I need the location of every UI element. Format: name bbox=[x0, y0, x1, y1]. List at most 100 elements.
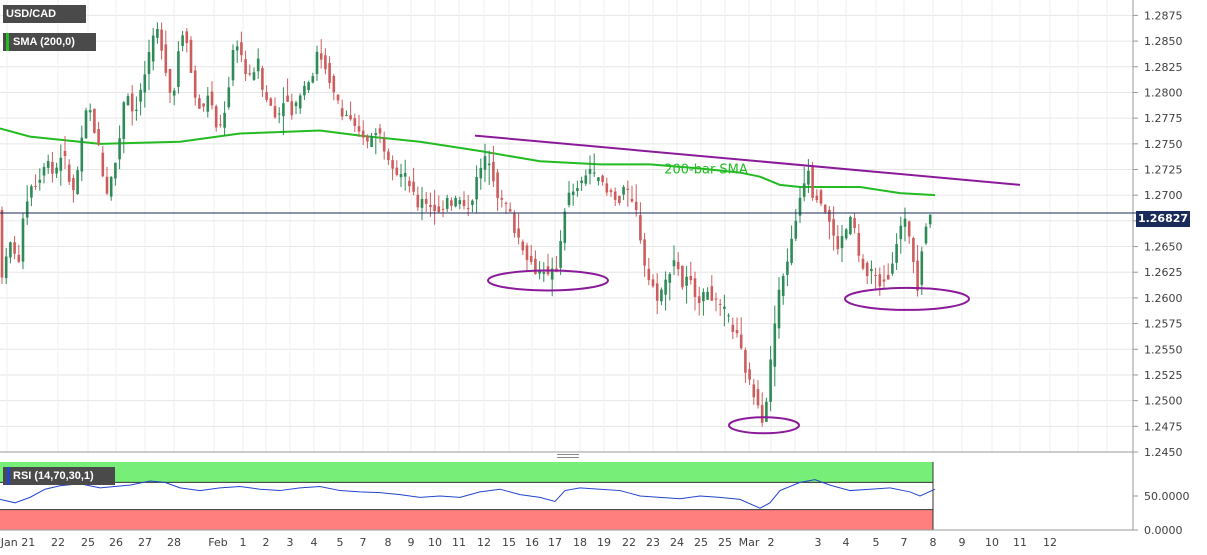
candle-body bbox=[916, 260, 919, 291]
candle-body bbox=[340, 108, 344, 117]
candle-body bbox=[240, 42, 243, 56]
candle bbox=[697, 286, 701, 316]
candle bbox=[25, 185, 29, 225]
annotations: 200-bar SMA bbox=[487, 163, 970, 435]
candle-body bbox=[483, 156, 487, 170]
candle bbox=[714, 292, 718, 312]
candle-body bbox=[655, 283, 659, 301]
candle-body bbox=[46, 161, 50, 168]
candle bbox=[30, 184, 33, 207]
candle-body bbox=[651, 279, 655, 287]
candle bbox=[395, 160, 399, 177]
candle bbox=[378, 123, 382, 143]
date-tick-label: 19 bbox=[597, 536, 611, 549]
candle-body bbox=[676, 261, 680, 270]
candle bbox=[210, 81, 214, 110]
date-tick-label: 25 bbox=[81, 536, 95, 549]
candle-body bbox=[844, 229, 848, 239]
candle bbox=[479, 158, 483, 190]
candle-body bbox=[857, 232, 861, 256]
price-tick-label: 1.2575 bbox=[1144, 318, 1183, 331]
candle bbox=[177, 41, 180, 94]
candle bbox=[672, 245, 676, 275]
candle-body bbox=[664, 279, 667, 295]
candle-body bbox=[139, 89, 142, 102]
date-tick-label: 8 bbox=[930, 536, 937, 549]
candle bbox=[651, 274, 655, 289]
candle bbox=[63, 135, 67, 169]
candle bbox=[328, 56, 331, 89]
candle-body bbox=[408, 180, 411, 187]
candle bbox=[597, 177, 600, 186]
candle bbox=[513, 210, 516, 238]
candle-body bbox=[269, 98, 273, 106]
candle bbox=[781, 273, 785, 305]
candle-body bbox=[391, 160, 394, 169]
candle-body bbox=[718, 303, 722, 305]
panel-resize-handle[interactable] bbox=[557, 453, 579, 459]
indicator-label[interactable]: SMA (200,0) bbox=[3, 33, 96, 51]
candle bbox=[412, 167, 415, 196]
candle-body bbox=[538, 269, 541, 274]
sma-200-line bbox=[0, 127, 936, 197]
date-tick-label: 26 bbox=[109, 536, 123, 549]
candle-body bbox=[689, 276, 693, 281]
candle bbox=[718, 299, 722, 317]
candle-body bbox=[634, 201, 638, 210]
candle bbox=[156, 22, 159, 44]
candle bbox=[261, 65, 264, 97]
candle-body bbox=[118, 138, 121, 160]
candle bbox=[563, 208, 567, 251]
candle-body bbox=[534, 258, 537, 274]
candle-body bbox=[17, 254, 21, 262]
candle bbox=[269, 96, 273, 106]
candle bbox=[324, 48, 327, 75]
candle-body bbox=[198, 98, 201, 109]
rsi-label[interactable]: RSI (14,70,30,1) bbox=[3, 467, 115, 485]
candle bbox=[622, 184, 625, 201]
date-tick-label: 16 bbox=[525, 536, 539, 549]
candle bbox=[643, 232, 646, 277]
candle-body bbox=[912, 238, 915, 262]
candle bbox=[521, 239, 525, 255]
candle-body bbox=[571, 191, 575, 196]
candle-body bbox=[298, 95, 302, 109]
candle bbox=[828, 206, 831, 240]
candle bbox=[853, 212, 856, 234]
candle bbox=[164, 30, 168, 77]
candle-body bbox=[454, 197, 457, 207]
price-tick-label: 1.2850 bbox=[1144, 35, 1183, 48]
candle-body bbox=[214, 106, 218, 128]
price-tick-label: 1.2450 bbox=[1144, 446, 1183, 459]
candle-body bbox=[51, 161, 54, 174]
candle-body bbox=[0, 209, 4, 278]
date-tick-label: 18 bbox=[573, 536, 587, 549]
candle bbox=[823, 204, 827, 214]
date-tick-label: 23 bbox=[646, 536, 660, 549]
candle bbox=[693, 271, 697, 311]
candle bbox=[408, 176, 411, 193]
candle-body bbox=[618, 195, 621, 203]
candle bbox=[240, 31, 243, 62]
date-tick-label: Feb bbox=[208, 536, 227, 549]
candle bbox=[336, 94, 340, 105]
candle-body bbox=[601, 175, 604, 182]
candle bbox=[899, 216, 903, 254]
candle-body bbox=[777, 289, 781, 329]
candle bbox=[51, 152, 54, 183]
candle bbox=[500, 189, 504, 208]
candle-body bbox=[811, 166, 814, 198]
candle-body bbox=[609, 190, 613, 193]
candle-body bbox=[752, 384, 756, 398]
candle bbox=[315, 45, 319, 81]
candle-body bbox=[324, 55, 327, 70]
trendline bbox=[474, 134, 1021, 186]
candle-body bbox=[235, 46, 239, 51]
candle bbox=[151, 28, 155, 71]
candle-body bbox=[622, 186, 625, 195]
candle-body bbox=[336, 94, 340, 101]
candle-body bbox=[626, 188, 630, 190]
current-price-value: 1.26827 bbox=[1137, 212, 1189, 225]
candle-body bbox=[286, 95, 289, 102]
